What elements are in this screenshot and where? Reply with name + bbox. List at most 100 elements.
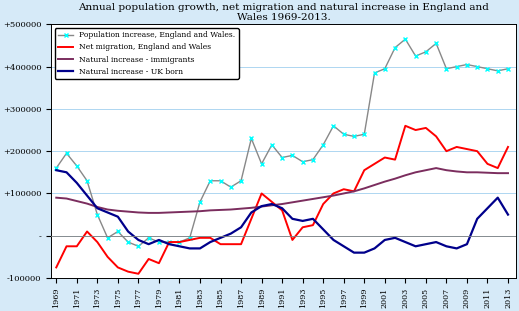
Population increase, England and Wales. bbox=[402, 37, 408, 41]
Natural increase - immigrants bbox=[248, 206, 254, 210]
Population increase, England and Wales. bbox=[74, 164, 80, 168]
Natural increase - UK born bbox=[125, 230, 131, 233]
Net migration, England and Wales bbox=[84, 230, 90, 233]
Natural increase - immigrants bbox=[340, 192, 347, 195]
Net migration, England and Wales bbox=[423, 126, 429, 130]
Net migration, England and Wales bbox=[351, 189, 357, 193]
Natural increase - UK born bbox=[495, 196, 501, 200]
Net migration, England and Wales bbox=[464, 147, 470, 151]
Natural increase - UK born bbox=[310, 217, 316, 221]
Natural increase - immigrants bbox=[433, 166, 439, 170]
Natural increase - immigrants bbox=[166, 211, 172, 214]
Natural increase - immigrants bbox=[115, 209, 121, 213]
Population increase, England and Wales. bbox=[187, 236, 193, 240]
Line: Natural increase - immigrants: Natural increase - immigrants bbox=[56, 168, 508, 213]
Population increase, England and Wales. bbox=[484, 67, 490, 71]
Population increase, England and Wales. bbox=[372, 71, 378, 75]
Line: Population increase, England and Wales.: Population increase, England and Wales. bbox=[54, 37, 511, 249]
Natural increase - immigrants bbox=[187, 210, 193, 213]
Population increase, England and Wales. bbox=[351, 135, 357, 138]
Natural increase - immigrants bbox=[176, 210, 183, 214]
Population increase, England and Wales. bbox=[433, 41, 439, 45]
Natural increase - UK born bbox=[423, 242, 429, 246]
Population increase, England and Wales. bbox=[331, 124, 337, 128]
Natural increase - immigrants bbox=[217, 208, 224, 212]
Natural increase - immigrants bbox=[145, 211, 152, 215]
Natural increase - UK born bbox=[289, 217, 295, 221]
Natural increase - UK born bbox=[279, 207, 285, 210]
Natural increase - immigrants bbox=[320, 195, 326, 199]
Natural increase - UK born bbox=[166, 242, 172, 246]
Net migration, England and Wales bbox=[258, 192, 265, 195]
Net migration, England and Wales bbox=[197, 236, 203, 240]
Population increase, England and Wales. bbox=[115, 230, 121, 233]
Net migration, England and Wales bbox=[156, 261, 162, 265]
Natural increase - UK born bbox=[238, 225, 244, 229]
Net migration, England and Wales bbox=[207, 236, 213, 240]
Net migration, England and Wales bbox=[238, 242, 244, 246]
Natural increase - UK born bbox=[381, 238, 388, 242]
Net migration, England and Wales bbox=[289, 238, 295, 242]
Net migration, England and Wales bbox=[104, 255, 111, 259]
Natural increase - immigrants bbox=[94, 205, 101, 209]
Line: Net migration, England and Wales: Net migration, England and Wales bbox=[56, 126, 508, 274]
Natural increase - immigrants bbox=[125, 210, 131, 213]
Population increase, England and Wales. bbox=[156, 240, 162, 244]
Net migration, England and Wales bbox=[402, 124, 408, 128]
Natural increase - immigrants bbox=[443, 168, 449, 172]
Net migration, England and Wales bbox=[392, 158, 398, 161]
Population increase, England and Wales. bbox=[413, 54, 419, 58]
Natural increase - UK born bbox=[433, 240, 439, 244]
Natural increase - immigrants bbox=[53, 196, 59, 200]
Natural increase - immigrants bbox=[104, 208, 111, 211]
Natural increase - immigrants bbox=[402, 174, 408, 177]
Natural increase - UK born bbox=[413, 244, 419, 248]
Natural increase - UK born bbox=[207, 240, 213, 244]
Natural increase - immigrants bbox=[495, 171, 501, 175]
Population increase, England and Wales. bbox=[228, 185, 234, 189]
Population increase, England and Wales. bbox=[474, 65, 480, 68]
Net migration, England and Wales bbox=[135, 272, 142, 276]
Line: Natural increase - UK born: Natural increase - UK born bbox=[56, 170, 508, 253]
Natural increase - immigrants bbox=[505, 171, 511, 175]
Net migration, England and Wales bbox=[433, 135, 439, 138]
Natural increase - immigrants bbox=[310, 197, 316, 201]
Natural increase - UK born bbox=[248, 211, 254, 214]
Natural increase - UK born bbox=[454, 247, 460, 250]
Natural increase - UK born bbox=[145, 242, 152, 246]
Net migration, England and Wales bbox=[320, 202, 326, 206]
Net migration, England and Wales bbox=[372, 162, 378, 166]
Natural increase - immigrants bbox=[269, 203, 275, 207]
Net migration, England and Wales bbox=[505, 145, 511, 149]
Natural increase - UK born bbox=[443, 244, 449, 248]
Net migration, England and Wales bbox=[331, 192, 337, 195]
Natural increase - immigrants bbox=[228, 208, 234, 211]
Natural increase - immigrants bbox=[423, 168, 429, 172]
Population increase, England and Wales. bbox=[443, 67, 449, 71]
Population increase, England and Wales. bbox=[381, 67, 388, 71]
Natural increase - immigrants bbox=[331, 194, 337, 197]
Population increase, England and Wales. bbox=[423, 50, 429, 54]
Net migration, England and Wales bbox=[53, 266, 59, 269]
Net migration, England and Wales bbox=[454, 145, 460, 149]
Natural increase - UK born bbox=[74, 181, 80, 185]
Population increase, England and Wales. bbox=[505, 67, 511, 71]
Population increase, England and Wales. bbox=[454, 65, 460, 68]
Natural increase - immigrants bbox=[351, 189, 357, 193]
Natural increase - UK born bbox=[197, 247, 203, 250]
Natural increase - immigrants bbox=[392, 177, 398, 180]
Net migration, England and Wales bbox=[413, 128, 419, 132]
Net migration, England and Wales bbox=[228, 242, 234, 246]
Natural increase - immigrants bbox=[372, 183, 378, 187]
Population increase, England and Wales. bbox=[166, 240, 172, 244]
Net migration, England and Wales bbox=[474, 149, 480, 153]
Natural increase - UK born bbox=[84, 194, 90, 197]
Natural increase - UK born bbox=[474, 217, 480, 221]
Natural increase - UK born bbox=[402, 240, 408, 244]
Net migration, England and Wales bbox=[495, 166, 501, 170]
Natural increase - UK born bbox=[340, 244, 347, 248]
Population increase, England and Wales. bbox=[310, 158, 316, 161]
Natural increase - immigrants bbox=[289, 201, 295, 204]
Population increase, England and Wales. bbox=[104, 236, 111, 240]
Natural increase - immigrants bbox=[135, 211, 142, 214]
